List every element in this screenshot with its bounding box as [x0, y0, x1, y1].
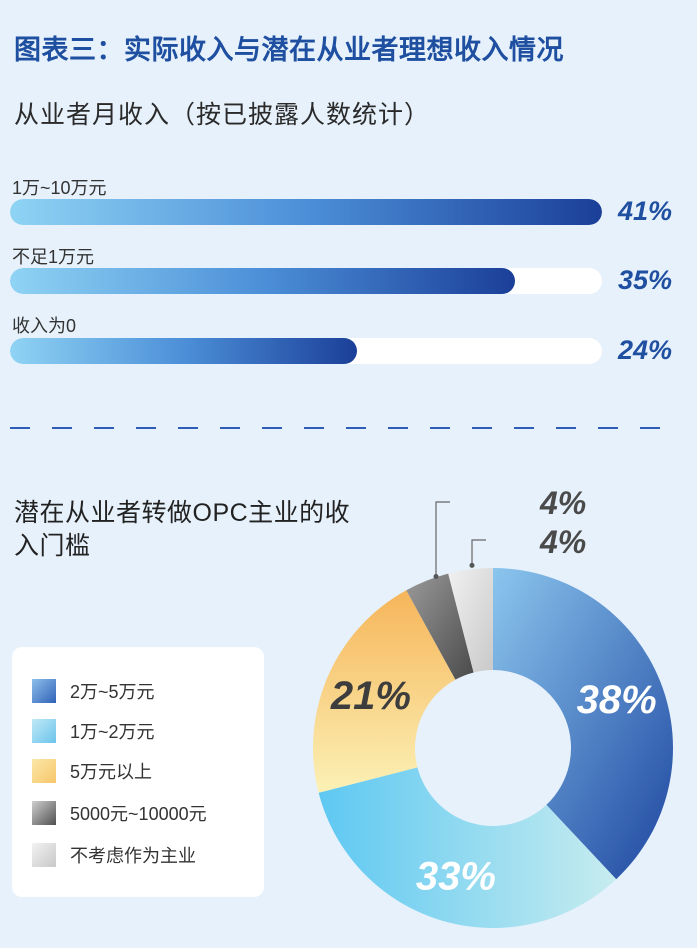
page-title: 图表三：实际收入与潜在从业者理想收入情况 — [14, 35, 564, 65]
legend-label: 5000元~10000元 — [70, 804, 207, 824]
slice-value-label: 21% — [330, 674, 411, 718]
bar-category-label: 收入为0 — [12, 316, 77, 336]
legend-label: 1万~2万元 — [70, 722, 155, 742]
bar-value-label: 41% — [618, 196, 673, 226]
slice-value-label: 4% — [539, 485, 586, 521]
slice-value-label: 4% — [539, 524, 586, 560]
legend-item: 5万元以上 — [32, 758, 152, 784]
bar-value-label: 35% — [618, 265, 673, 295]
slice-value-label: 33% — [416, 855, 496, 899]
legend-swatch — [32, 801, 56, 825]
slice-value-label: 38% — [577, 678, 657, 722]
leader-dot — [433, 573, 439, 579]
donut-slice — [318, 767, 617, 929]
bar — [10, 268, 516, 294]
legend-label: 2万~5万元 — [70, 682, 155, 702]
donut-slice — [313, 590, 456, 793]
leader-dot — [469, 562, 475, 568]
bar-value-label: 24% — [618, 335, 673, 365]
donut-slice — [493, 568, 673, 880]
bar-track — [10, 338, 602, 364]
legend-item: 2万~5万元 — [32, 678, 155, 704]
leader-line — [435, 501, 450, 577]
leader-line — [471, 539, 486, 566]
legend-swatch — [32, 843, 56, 867]
bar — [10, 199, 602, 225]
legend-label: 不考虑作为主业 — [70, 846, 196, 866]
section-divider — [10, 427, 665, 429]
bar — [10, 338, 357, 364]
legend-item: 不考虑作为主业 — [32, 842, 196, 868]
bar-track — [10, 268, 602, 294]
bar-category-label: 不足1万元 — [12, 247, 95, 267]
legend-label: 5万元以上 — [70, 762, 153, 782]
legend-swatch — [32, 759, 56, 783]
bar-track — [10, 199, 602, 225]
legend-swatch — [32, 719, 56, 743]
legend-swatch — [32, 679, 56, 703]
legend-item: 5000元~10000元 — [32, 800, 207, 826]
bar-category-label: 1万~10万元 — [12, 178, 107, 198]
donut-slice — [406, 573, 474, 680]
legend: 2万~5万元 1万~2万元 5万元以上 5000元~10000元 不考虑作为主业 — [12, 647, 264, 897]
donut-slice — [448, 568, 493, 673]
legend-item: 1万~2万元 — [32, 718, 155, 744]
donut-chart-title: 潜在从业者转做OPC主业的收入门槛 — [14, 499, 351, 560]
bar-chart-title: 从业者月收入（按已披露人数统计） — [14, 101, 431, 129]
